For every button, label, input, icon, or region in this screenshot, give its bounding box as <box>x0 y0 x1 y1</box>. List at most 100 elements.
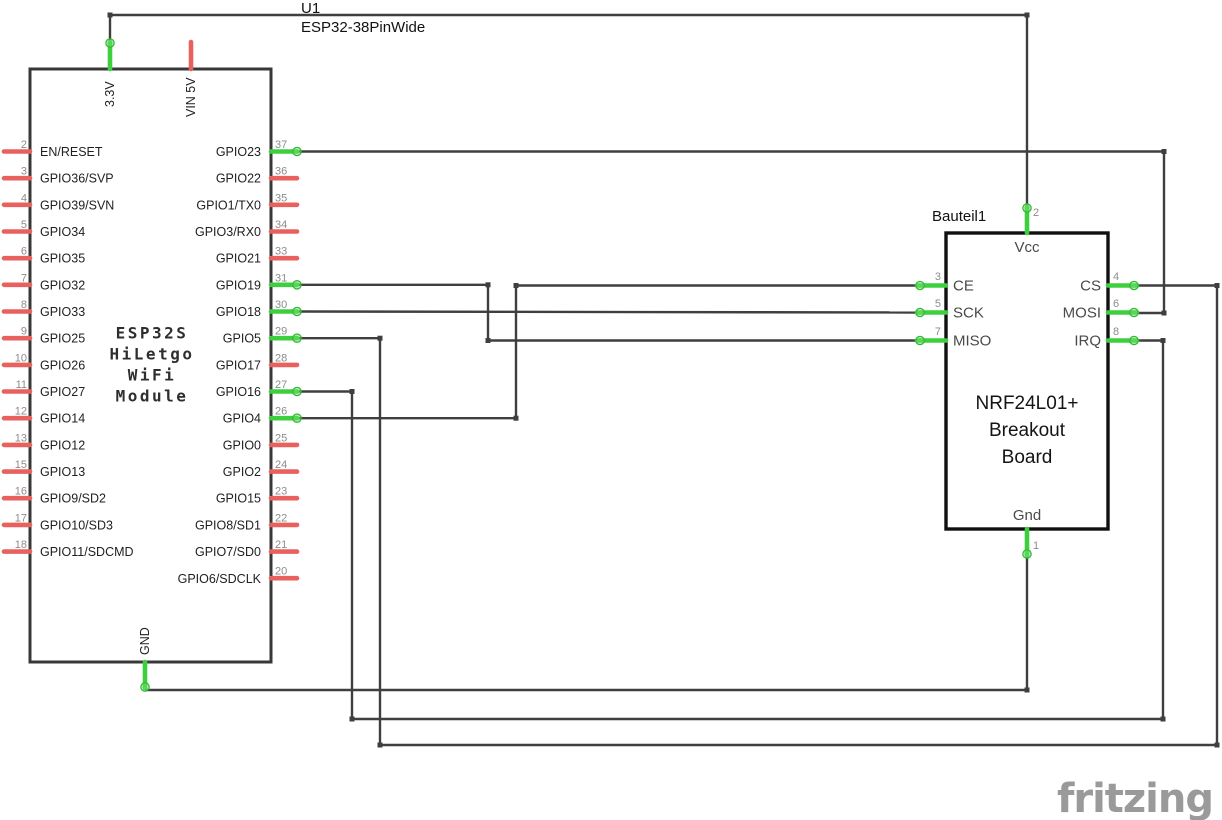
svg-text:25: 25 <box>275 432 287 444</box>
svg-text:GPIO21: GPIO21 <box>216 252 261 266</box>
svg-text:GPIO25: GPIO25 <box>40 332 85 346</box>
svg-text:36: 36 <box>275 166 287 178</box>
svg-text:GPIO19: GPIO19 <box>216 278 261 292</box>
wire-3v3-to-vcc[interactable] <box>108 13 1029 205</box>
svg-text:22: 22 <box>275 512 287 524</box>
svg-text:5: 5 <box>935 298 941 310</box>
svg-text:7: 7 <box>935 326 941 338</box>
svg-text:GPIO17: GPIO17 <box>216 358 261 372</box>
svg-text:GPIO39/SVN: GPIO39/SVN <box>40 198 114 212</box>
nrf-left-pins[interactable] <box>914 280 949 346</box>
svg-text:GPIO32: GPIO32 <box>40 278 85 292</box>
svg-text:GPIO18: GPIO18 <box>216 305 261 319</box>
svg-text:6: 6 <box>1113 298 1119 310</box>
svg-text:9: 9 <box>21 326 27 338</box>
svg-text:20: 20 <box>275 566 287 578</box>
svg-text:4: 4 <box>21 192 27 204</box>
esp32-part-name[interactable]: ESP32-38PinWide <box>301 19 425 36</box>
svg-text:CS: CS <box>1080 278 1101 295</box>
svg-text:GPIO23: GPIO23 <box>216 145 261 159</box>
nrf-designator[interactable]: Bauteil1 <box>932 208 986 225</box>
svg-text:GPIO5: GPIO5 <box>223 332 261 346</box>
wires <box>107 12 1220 748</box>
svg-text:27: 27 <box>275 379 287 391</box>
svg-text:GPIO26: GPIO26 <box>40 358 85 372</box>
nrf-right-pins[interactable] <box>1105 280 1140 346</box>
svg-text:HiLetgo: HiLetgo <box>110 345 195 364</box>
svg-text:11: 11 <box>16 379 27 391</box>
svg-text:5: 5 <box>21 219 27 231</box>
svg-text:24: 24 <box>275 459 287 471</box>
svg-text:GPIO13: GPIO13 <box>40 465 85 479</box>
esp32-body[interactable] <box>28 67 273 664</box>
esp32-left-pin-numbers: 2 3 4 5 6 7 8 9 10 11 12 13 15 16 17 18 <box>15 139 27 551</box>
svg-text:6: 6 <box>21 246 27 258</box>
svg-text:10: 10 <box>15 352 27 364</box>
nrf-pin-gnd-tip <box>1022 549 1032 559</box>
esp32-pin-gnd-label: GND <box>138 627 152 655</box>
esp32-pin-vin5v-label: VIN 5V <box>184 77 198 117</box>
esp32-pin-3v3-tip <box>105 38 115 48</box>
esp32-pin-gnd-tip <box>140 682 150 692</box>
svg-text:3: 3 <box>935 271 941 283</box>
svg-text:8: 8 <box>21 299 27 311</box>
svg-text:MISO: MISO <box>953 333 991 350</box>
nrf-title: NRF24L01+ Breakout Board <box>976 393 1079 468</box>
wire-gpio16-to-irq[interactable] <box>297 339 1165 721</box>
svg-text:26: 26 <box>275 406 287 418</box>
nrf-pin-gnd-label: Gnd <box>1013 507 1041 524</box>
svg-text:8: 8 <box>1113 326 1119 338</box>
esp32-right-pin-labels: GPIO23 GPIO22 GPIO1/TX0 GPIO3/RX0 GPIO21… <box>178 145 262 586</box>
svg-text:GPIO7/SD0: GPIO7/SD0 <box>195 545 261 559</box>
svg-text:35: 35 <box>275 192 287 204</box>
wire-gpio23-to-mosi[interactable] <box>297 150 1166 315</box>
svg-text:ESP32S: ESP32S <box>116 324 189 343</box>
svg-text:21: 21 <box>275 539 287 551</box>
svg-text:Board: Board <box>1002 447 1053 468</box>
svg-text:EN/RESET: EN/RESET <box>40 145 103 159</box>
esp32-pin-3v3-label: 3.3V <box>103 81 117 107</box>
svg-text:GPIO15: GPIO15 <box>216 492 261 506</box>
esp32-center-label: ESP32S HiLetgo WiFi Module <box>110 324 195 406</box>
esp32-right-pin-numbers: 37 36 35 34 33 31 30 29 28 27 26 25 24 2… <box>275 139 287 578</box>
svg-text:GPIO10/SD3: GPIO10/SD3 <box>40 518 113 532</box>
nrf-right-pin-numbers: 4 6 8 <box>1113 271 1119 338</box>
svg-text:CE: CE <box>953 278 974 295</box>
esp32-right-pins[interactable] <box>268 146 302 581</box>
nrf-left-pin-numbers: 3 5 7 <box>935 271 941 338</box>
wire-gpio4-to-ce[interactable] <box>297 284 920 420</box>
svg-text:30: 30 <box>275 299 287 311</box>
svg-text:2: 2 <box>21 139 27 151</box>
nrf-component[interactable]: Bauteil1 2 Vcc 1 Gnd 3 5 7 CE SCK MISO <box>914 203 1140 559</box>
svg-text:WiFi: WiFi <box>128 366 177 385</box>
esp32-left-pin-labels: EN/RESET GPIO36/SVP GPIO39/SVN GPIO34 GP… <box>40 145 134 559</box>
wire-gpio19-to-miso[interactable] <box>297 283 920 342</box>
nrf-left-pin-labels: CE SCK MISO <box>953 278 991 350</box>
svg-text:31: 31 <box>275 272 287 284</box>
svg-text:GPIO22: GPIO22 <box>216 172 261 186</box>
svg-text:Breakout: Breakout <box>989 420 1066 441</box>
esp32-designator[interactable]: U1 <box>301 0 320 17</box>
svg-text:GPIO36/SVP: GPIO36/SVP <box>40 172 114 186</box>
svg-text:GPIO4: GPIO4 <box>223 412 261 426</box>
nrf-body[interactable] <box>944 231 1110 531</box>
esp32-left-pins[interactable] <box>1 149 33 554</box>
svg-text:15: 15 <box>15 459 27 471</box>
nrf-pin-vcc-tip <box>1022 203 1032 213</box>
esp32-component[interactable]: 3.3V VIN 5V GND <box>1 38 302 692</box>
wire-gpio18-to-sck[interactable] <box>296 310 921 314</box>
svg-text:29: 29 <box>275 326 287 338</box>
wire-bendpoints <box>107 12 1220 748</box>
svg-text:GPIO0: GPIO0 <box>223 438 261 452</box>
svg-text:GPIO11/SDCMD: GPIO11/SDCMD <box>40 545 134 559</box>
svg-text:GPIO33: GPIO33 <box>40 305 85 319</box>
svg-text:12: 12 <box>15 406 27 418</box>
nrf-pin-vcc-label: Vcc <box>1014 239 1040 256</box>
svg-text:MOSI: MOSI <box>1063 305 1101 322</box>
svg-text:GPIO9/SD2: GPIO9/SD2 <box>40 492 106 506</box>
svg-text:NRF24L01+: NRF24L01+ <box>976 393 1079 414</box>
wire-gpio5-to-cs[interactable] <box>297 284 1219 747</box>
svg-text:GPIO8/SD1: GPIO8/SD1 <box>195 518 261 532</box>
nrf-pin-vcc-number: 2 <box>1033 207 1039 219</box>
